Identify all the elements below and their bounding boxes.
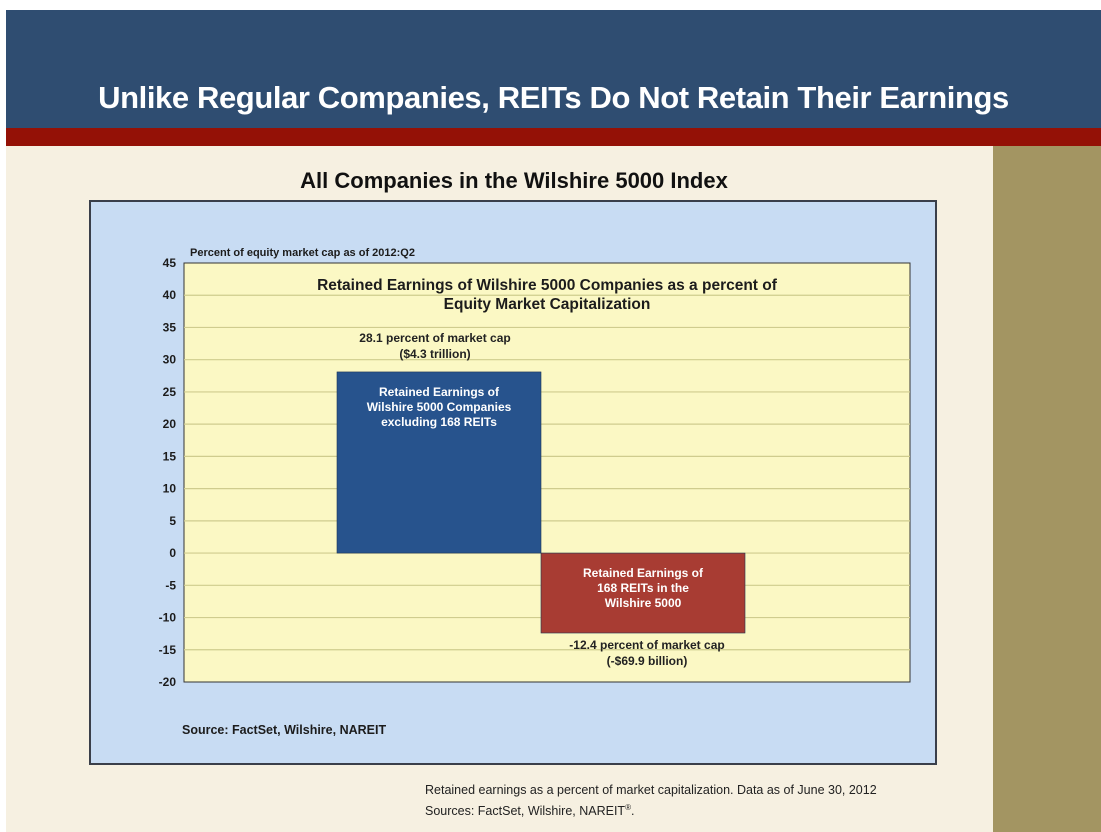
data-label-line: (-$69.9 billion) [607, 654, 688, 668]
chart-source: Source: FactSet, Wilshire, NAREIT [182, 723, 386, 737]
y-tick-label: -20 [159, 675, 177, 689]
y-tick-label: 15 [163, 449, 177, 463]
left-edge [0, 10, 6, 832]
chart-frame: 45 40 35 30 25 20 15 10 5 0 -5 -10 -15 -20 Percent of … [89, 200, 937, 765]
y-tick-label: -5 [165, 578, 176, 592]
y-tick-label: 25 [163, 385, 177, 399]
y-tick-label: 0 [169, 546, 176, 560]
header-red-stripe [6, 128, 1101, 146]
slide-title: Unlike Regular Companies, REITs Do Not R… [98, 80, 1009, 115]
bar-label-line: Retained Earnings of [379, 385, 500, 399]
registered-mark: ® [625, 803, 631, 812]
data-label-line: 28.1 percent of market cap [359, 331, 510, 345]
bar-label-line: Wilshire 5000 Companies [367, 400, 512, 414]
bar-companies-ex-reits [336, 371, 542, 554]
y-tick-label: 5 [169, 514, 176, 528]
chart: 45 40 35 30 25 20 15 10 5 0 -5 -10 -15 -20 Percent of … [159, 247, 911, 737]
y-tick-label: 35 [163, 320, 177, 334]
y-tick-label: 40 [163, 288, 177, 302]
header-banner: Unlike Regular Companies, REITs Do Not R… [6, 10, 1101, 128]
top-strip [0, 0, 1101, 10]
footnote: Retained earnings as a percent of market… [425, 781, 985, 820]
bar-label-line: 168 REITs in the [597, 581, 689, 595]
y-tick-label: -10 [159, 611, 177, 625]
footnote-period: . [630, 804, 635, 819]
olive-sidebar [993, 146, 1101, 832]
y-tick-label: -15 [159, 643, 177, 657]
data-label-line: -12.4 percent of market cap [569, 638, 724, 652]
y-tick-label: 45 [163, 256, 177, 270]
y-tick-label: 10 [163, 482, 177, 496]
bar-reits [540, 552, 746, 634]
y-tick-label: 20 [163, 417, 177, 431]
chart-title-line: Retained Earnings of Wilshire 5000 Compa… [317, 277, 778, 294]
bar-label-line: excluding 168 REITs [381, 415, 497, 429]
bar-label-line: Retained Earnings of [583, 566, 704, 580]
y-tick-label: 30 [163, 353, 177, 367]
chart-title-line: Equity Market Capitalization [444, 296, 651, 313]
footnote-line-1: Retained earnings as a percent of market… [425, 783, 877, 797]
footnote-line-2: Sources: FactSet, Wilshire, NAREIT®. [425, 799, 985, 820]
data-label-line: ($4.3 trillion) [399, 347, 470, 361]
chart-heading: All Companies in the Wilshire 5000 Index [300, 168, 728, 193]
y-axis-label: Percent of equity market cap as of 2012:… [190, 247, 415, 259]
bar-label-line: Wilshire 5000 [605, 596, 682, 610]
footnote-sources: Sources: FactSet, Wilshire, NAREIT [425, 804, 626, 819]
